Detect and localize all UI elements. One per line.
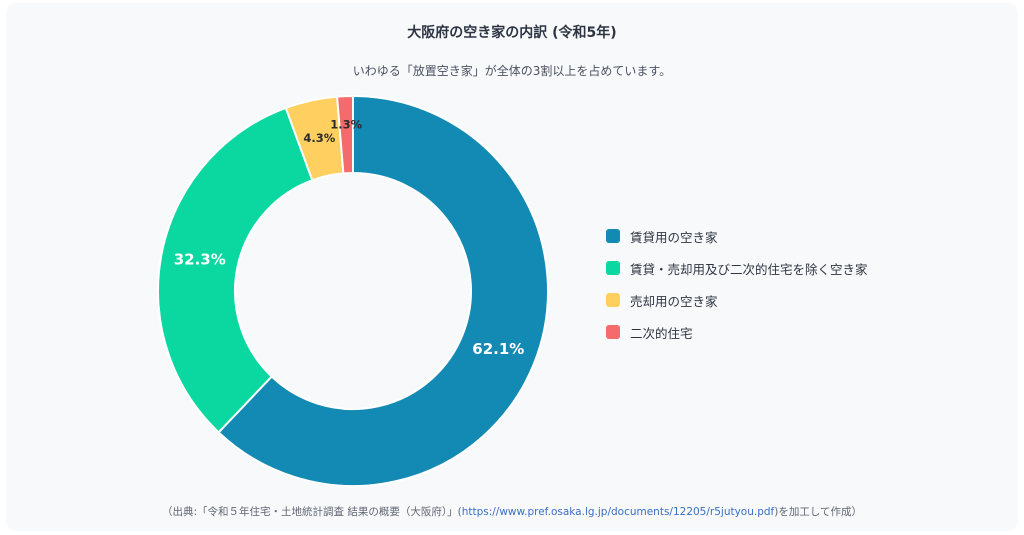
legend-swatch [606, 325, 620, 339]
legend-item[interactable]: 賃貸用の空き家 [606, 228, 868, 245]
legend-swatch [606, 229, 620, 243]
source-prefix: （出典:「令和５年住宅・土地統計調査 結果の概要（大阪府）」( [161, 506, 462, 518]
slice-label: 4.3% [303, 131, 335, 145]
legend-label: 二次的住宅 [630, 325, 693, 341]
legend-swatch [606, 293, 620, 307]
chart-legend: 賃貸用の空き家賃貸・売却用及び二次的住宅を除く空き家 売却用の空き家 二次的住宅 [606, 228, 868, 356]
legend-item[interactable]: 二次的住宅 [606, 324, 868, 341]
source-suffix: )を加工して作成） [774, 506, 863, 518]
source-note: （出典:「令和５年住宅・土地統計調査 結果の概要（大阪府）」(https://w… [0, 504, 1024, 519]
donut-slice[interactable] [217, 94, 549, 487]
legend-label: 賃貸用の空き家 [630, 229, 718, 245]
legend-label: 売却用の空き家 [630, 293, 718, 309]
slice-label: 1.3% [330, 118, 362, 132]
legend-label: 賃貸・売却用及び二次的住宅を除く空き家 [630, 261, 868, 277]
donut-slice[interactable] [336, 94, 354, 175]
slice-label: 62.1% [472, 340, 524, 358]
legend-swatch [606, 261, 620, 275]
slice-label: 32.3% [174, 250, 226, 268]
legend-item[interactable]: 賃貸・売却用及び二次的住宅を除く空き家 [606, 260, 868, 277]
donut-slice[interactable] [157, 106, 314, 434]
chart-subtitle: いわゆる「放置空き家」が全体の3割以上を占めています。 [352, 64, 672, 78]
source-link[interactable]: https://www.pref.osaka.lg.jp/documents/1… [461, 506, 775, 518]
chart-title: 大阪府の空き家の内訳 (令和5年) [407, 25, 617, 41]
legend-item[interactable]: 売却用の空き家 [606, 292, 868, 309]
